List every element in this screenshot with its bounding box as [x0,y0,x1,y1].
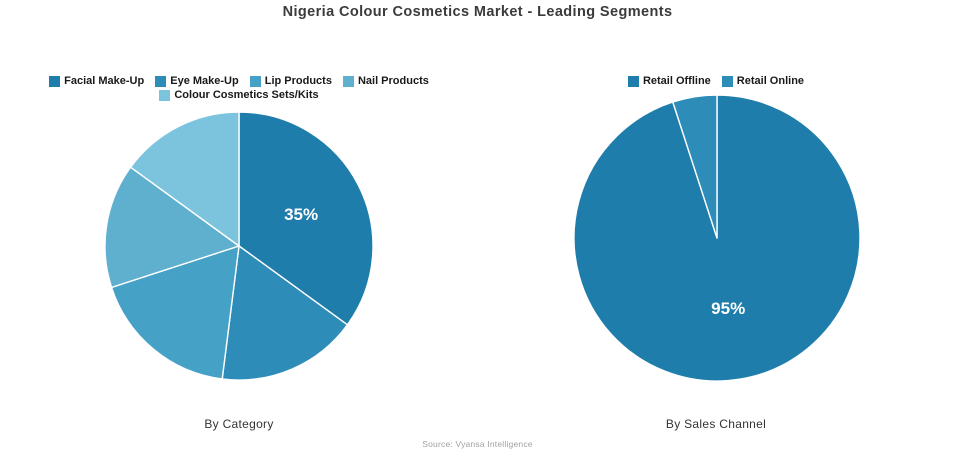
pie-slice-retail-online [672,94,718,239]
legend-label: Lip Products [264,75,332,87]
sales-channel-chart-group: Retail Offline Retail Online By Sales Cha… [477,0,955,454]
sales-channel-caption: By Sales Channel [665,417,767,431]
category-pie-chart: 35% [104,111,374,381]
legend-swatch [249,76,261,87]
legend-swatch [159,90,171,101]
legend-label: Facial Make-Up [64,75,145,87]
legend-item-colour-cosmetics-sets-kits: Colour Cosmetics Sets/Kits [159,89,319,101]
pie-slice-facial-make-up [238,111,374,326]
pie-slice-nail-products [104,166,240,289]
legend-swatch [721,76,733,87]
legend-label: Retail Online [736,75,805,87]
pie-slice-lip-products [110,245,240,380]
category-caption: By Category [204,417,274,431]
legend-item-nail-products: Nail Products [342,75,429,87]
pie-slice-eye-make-up [221,245,349,381]
legend-label: Colour Cosmetics Sets/Kits [174,89,319,101]
legend-item-lip-products: Lip Products [249,75,332,87]
legend-swatch [155,76,167,87]
legend-swatch [342,76,354,87]
source-note: Source: Vyansa Intelligence [422,439,533,449]
sales-channel-legend: Retail Offline Retail Online [477,76,955,87]
legend-swatch [627,76,639,87]
legend-item-retail-online: Retail Online [721,75,805,87]
legend-label: Retail Offline [642,75,711,87]
sales-channel-pie-chart: 95% [573,94,861,382]
legend-label: Nail Products [357,75,429,87]
legend-swatch [49,76,61,87]
pie-data-label-facial-make-up: 35% [284,205,318,224]
legend-item-eye-make-up: Eye Make-Up [155,75,239,87]
category-chart-group: Facial Make-Up Eye Make-Up Lip Products Nai… [0,76,478,431]
legend-item-facial-make-up: Facial Make-Up [49,76,144,87]
pie-slice-colour-cosmetics-sets-kits [129,111,240,247]
chart-title: Nigeria Colour Cosmetics Market - Leadin… [282,4,673,20]
category-legend: Facial Make-Up Eye Make-Up Lip Products Nai… [0,76,478,101]
legend-label: Eye Make-Up [170,75,239,87]
legend-item-retail-offline: Retail Offline [627,75,711,87]
pie-data-label-retail-offline: 95% [711,299,745,318]
